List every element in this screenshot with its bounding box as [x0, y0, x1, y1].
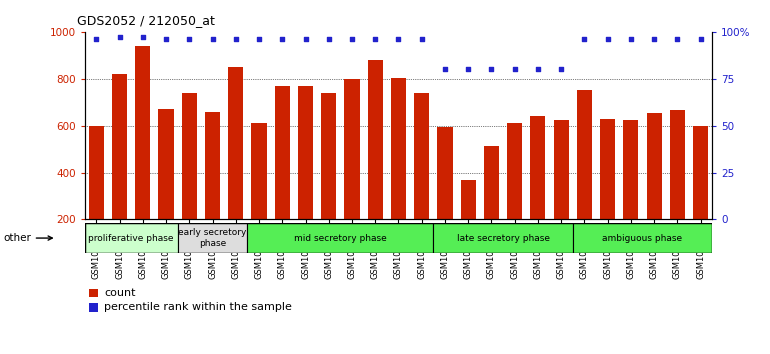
- Point: [229, 36, 242, 42]
- Point: [206, 36, 219, 42]
- Bar: [460, 179, 476, 266]
- Bar: [414, 93, 429, 266]
- Point: [300, 36, 312, 42]
- Point: [648, 36, 661, 42]
- Bar: [647, 113, 661, 266]
- Bar: [112, 74, 127, 266]
- Point: [416, 36, 428, 42]
- Bar: [182, 93, 197, 266]
- Bar: [247, 223, 434, 253]
- Bar: [670, 110, 685, 266]
- Text: early secretory
phase: early secretory phase: [179, 228, 246, 248]
- Text: GDS2052 / 212050_at: GDS2052 / 212050_at: [77, 14, 215, 27]
- Bar: [298, 86, 313, 266]
- Bar: [321, 93, 336, 266]
- Bar: [507, 123, 522, 266]
- Bar: [693, 126, 708, 266]
- Bar: [577, 91, 592, 266]
- Bar: [252, 123, 266, 266]
- Bar: [85, 223, 178, 253]
- Bar: [624, 120, 638, 266]
- Point: [462, 67, 474, 72]
- Point: [253, 36, 265, 42]
- Bar: [573, 223, 712, 253]
- Bar: [554, 120, 569, 266]
- Bar: [205, 112, 220, 266]
- Text: late secretory phase: late secretory phase: [457, 234, 550, 242]
- Text: other: other: [3, 233, 52, 243]
- Point: [113, 35, 126, 40]
- Bar: [275, 86, 290, 266]
- Point: [439, 67, 451, 72]
- Point: [136, 35, 149, 40]
- Bar: [344, 79, 360, 266]
- Point: [671, 36, 684, 42]
- Point: [601, 36, 614, 42]
- Point: [346, 36, 358, 42]
- Bar: [228, 67, 243, 266]
- Bar: [391, 78, 406, 266]
- Bar: [89, 126, 104, 266]
- Bar: [178, 223, 247, 253]
- Text: proliferative phase: proliferative phase: [89, 234, 174, 242]
- Bar: [600, 119, 615, 266]
- Point: [485, 67, 497, 72]
- Point: [624, 36, 637, 42]
- Point: [369, 36, 381, 42]
- Point: [90, 36, 102, 42]
- Text: mid secretory phase: mid secretory phase: [294, 234, 387, 242]
- Bar: [437, 127, 453, 266]
- Point: [555, 67, 567, 72]
- Point: [276, 36, 289, 42]
- Text: count: count: [104, 288, 136, 298]
- Point: [160, 36, 172, 42]
- Text: ambiguous phase: ambiguous phase: [602, 234, 682, 242]
- Bar: [159, 109, 173, 266]
- Bar: [484, 145, 499, 266]
- Point: [578, 36, 591, 42]
- Bar: [531, 116, 545, 266]
- Point: [323, 36, 335, 42]
- Bar: [136, 46, 150, 266]
- Bar: [368, 60, 383, 266]
- Point: [532, 67, 544, 72]
- Point: [508, 67, 521, 72]
- Point: [392, 36, 405, 42]
- Bar: [434, 223, 573, 253]
- Point: [695, 36, 707, 42]
- Text: percentile rank within the sample: percentile rank within the sample: [104, 302, 292, 312]
- Point: [183, 36, 196, 42]
